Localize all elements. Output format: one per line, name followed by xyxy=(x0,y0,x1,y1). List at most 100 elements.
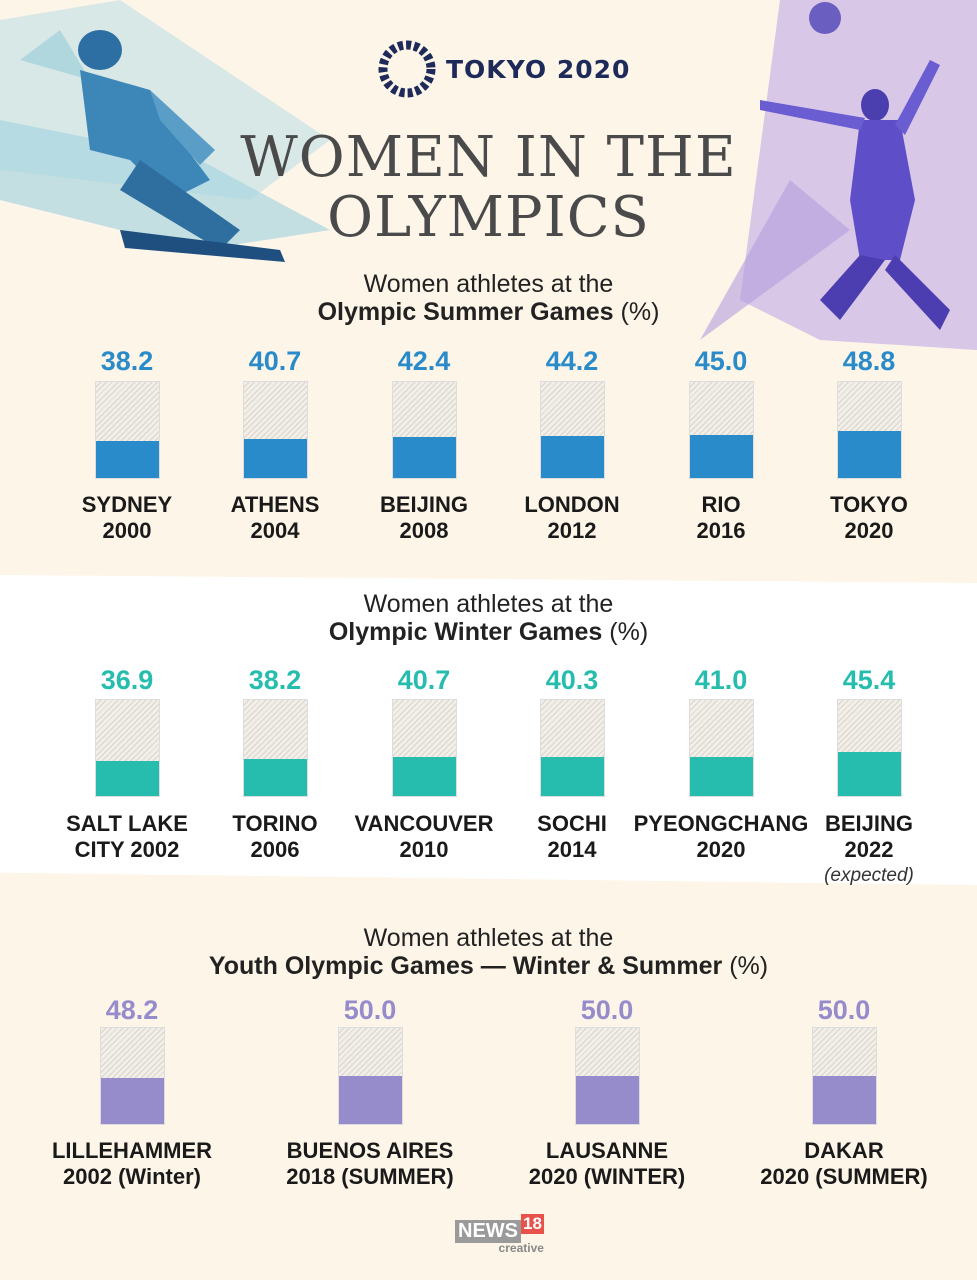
bar xyxy=(576,1076,639,1124)
bar-track xyxy=(689,381,754,479)
category-year: 2014 xyxy=(547,837,597,862)
category-name: BEIJING xyxy=(824,811,914,836)
category-name: RIO xyxy=(701,492,741,517)
category-year: 2020 (WINTER) xyxy=(528,1164,686,1189)
bar xyxy=(96,441,159,478)
bar-track xyxy=(540,381,605,479)
title-line-1: WOMEN IN THE xyxy=(240,125,737,190)
category-year: 2016 xyxy=(696,518,746,543)
category-name: DAKAR xyxy=(804,1138,884,1163)
category-year: CITY 2002 xyxy=(74,837,180,862)
olympic-emblem-icon xyxy=(378,40,436,98)
bar xyxy=(541,435,604,478)
category-label: PYEONGCHANG 2020 xyxy=(621,811,821,863)
category-label: BEIJING 2022 xyxy=(769,811,969,863)
bar xyxy=(393,437,456,478)
category-year: 2002 (Winter) xyxy=(63,1164,201,1189)
category-name: SOCHI xyxy=(537,811,607,836)
category-name: TORINO xyxy=(232,811,318,836)
bar-track xyxy=(837,699,902,797)
category-year: 2004 xyxy=(250,518,300,543)
bar xyxy=(96,760,159,796)
category-name: SYDNEY xyxy=(81,492,173,517)
unit-label: (%) xyxy=(729,952,769,980)
winter-section-background xyxy=(0,575,977,885)
data-label: 40.7 xyxy=(397,665,451,695)
bar xyxy=(541,757,604,796)
category-label: DAKAR 2020 (SUMMER) xyxy=(744,1138,944,1190)
bar xyxy=(690,434,753,478)
bar-track xyxy=(392,381,457,479)
bar-track xyxy=(338,1027,403,1125)
data-label: 40.3 xyxy=(545,665,599,695)
category-name: SALT LAKE xyxy=(66,811,188,836)
data-label: 48.2 xyxy=(105,995,159,1025)
data-label: 38.2 xyxy=(100,346,154,376)
category-year: 2020 xyxy=(696,837,746,862)
page-title: WOMEN IN THE OLYMPICS xyxy=(0,128,977,248)
bar xyxy=(339,1076,402,1124)
data-label: 40.7 xyxy=(248,346,302,376)
category-year: 2006 xyxy=(250,837,300,862)
category-label: LILLEHAMMER 2002 (Winter) xyxy=(32,1138,232,1190)
data-label: 45.4 xyxy=(842,665,896,695)
annotation: (expected) xyxy=(824,865,914,886)
bar-track xyxy=(837,381,902,479)
chart-subtitle: Women athletes at the Olympic Winter Gam… xyxy=(0,590,977,646)
category-name: LILLEHAMMER xyxy=(51,1138,213,1163)
category-label: RIO 2016 xyxy=(621,492,821,544)
snowboarder-illustration xyxy=(0,0,330,262)
bar-track xyxy=(243,381,308,479)
bar-track xyxy=(812,1027,877,1125)
brand-number: 18 xyxy=(521,1214,544,1234)
bar-track xyxy=(243,699,308,797)
category-label: SALT LAKE CITY 2002 xyxy=(27,811,227,863)
category-year: 2018 (SUMMER) xyxy=(286,1164,454,1189)
subtitle-line: Women athletes at the xyxy=(363,270,614,298)
logo-text: TOKYO 2020 xyxy=(446,54,631,84)
subtitle-bold: Youth Olympic Games — Winter & Summer xyxy=(208,952,723,980)
category-year: 2012 xyxy=(547,518,597,543)
category-year: 2022 xyxy=(844,837,894,862)
data-label: 45.0 xyxy=(694,346,748,376)
subtitle-bold: Olympic Summer Games xyxy=(317,298,614,326)
bar-track xyxy=(95,381,160,479)
category-name: LONDON xyxy=(524,492,620,517)
category-label: TORINO 2006 xyxy=(175,811,375,863)
bar-track xyxy=(689,699,754,797)
bar xyxy=(393,756,456,796)
data-label: 50.0 xyxy=(343,995,397,1025)
category-label: SOCHI 2014 xyxy=(472,811,672,863)
category-name: LAUSANNE xyxy=(545,1138,669,1163)
data-label: 38.2 xyxy=(248,665,302,695)
bar-track xyxy=(100,1027,165,1125)
category-label: TOKYO 2020 xyxy=(769,492,969,544)
category-year: 2020 (SUMMER) xyxy=(760,1164,928,1189)
category-label: ATHENS 2004 xyxy=(175,492,375,544)
bar xyxy=(838,752,901,796)
subtitle-bold: Olympic Winter Games xyxy=(328,618,603,646)
brand-main: NEWS xyxy=(455,1220,521,1243)
category-year: 2008 xyxy=(399,518,449,543)
bar xyxy=(101,1077,164,1124)
title-line-2: OLYMPICS xyxy=(327,185,650,250)
category-name: BUENOS AIRES xyxy=(286,1138,454,1163)
data-label: 48.8 xyxy=(842,346,896,376)
category-name: VANCOUVER xyxy=(354,811,494,836)
data-label: 36.9 xyxy=(100,665,154,695)
bar xyxy=(690,756,753,796)
bar xyxy=(244,759,307,796)
brand-sub: creative xyxy=(498,1241,544,1255)
tokyo-2020-logo: TOKYO 2020 xyxy=(376,38,630,100)
category-name: TOKYO xyxy=(830,492,908,517)
category-label: LONDON 2012 xyxy=(472,492,672,544)
category-label: LAUSANNE 2020 (WINTER) xyxy=(507,1138,707,1190)
bar xyxy=(838,431,901,478)
category-year: 2000 xyxy=(102,518,152,543)
category-label: BUENOS AIRES 2018 (SUMMER) xyxy=(270,1138,470,1190)
data-label: 44.2 xyxy=(545,346,599,376)
bar xyxy=(244,438,307,478)
category-year: 2020 xyxy=(844,518,894,543)
category-name: BEIJING xyxy=(379,492,469,517)
category-label: SYDNEY 2000 xyxy=(27,492,227,544)
